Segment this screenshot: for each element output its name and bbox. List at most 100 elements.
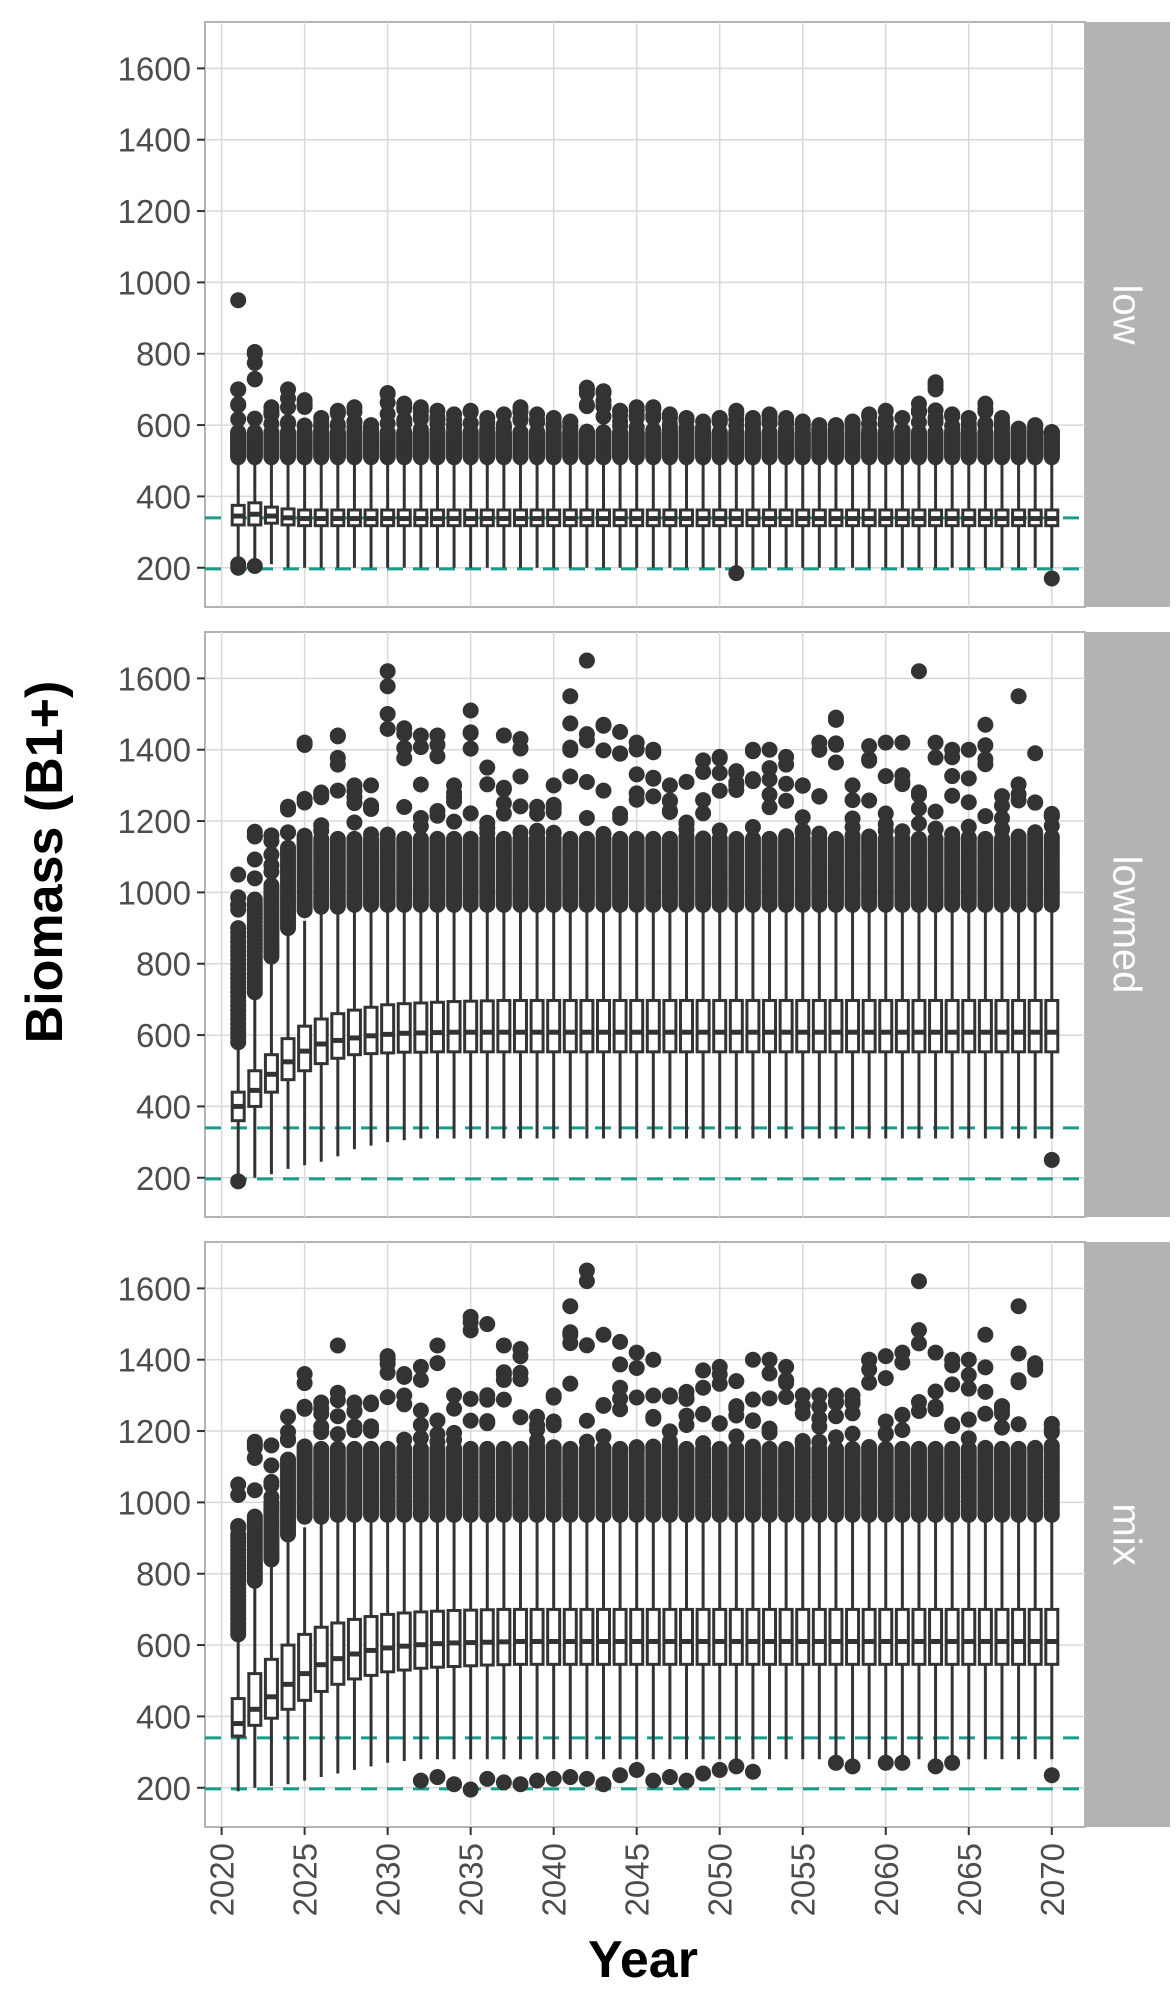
boxplot-2032 xyxy=(412,399,429,568)
box-iqr xyxy=(297,1632,313,1702)
outlier-point xyxy=(562,830,579,847)
outlier-point xyxy=(861,792,878,809)
boxplot-2045 xyxy=(628,399,645,568)
box-iqr xyxy=(512,998,528,1054)
box-iqr xyxy=(380,1003,396,1055)
boxplot-2027 xyxy=(329,402,346,568)
y-tick-label: 800 xyxy=(136,946,191,983)
outlier-point xyxy=(844,792,861,809)
boxplot-2021 xyxy=(230,381,247,568)
outlier-point xyxy=(280,1451,297,1468)
outlier-point xyxy=(728,1428,745,1445)
box-iqr xyxy=(928,998,944,1054)
boxplot-2037 xyxy=(495,406,512,568)
box-iqr xyxy=(629,998,645,1054)
outlier-point xyxy=(993,788,1010,805)
box-iqr xyxy=(313,1017,329,1066)
outlier-point xyxy=(296,392,313,409)
box-iqr xyxy=(695,998,711,1054)
outlier-point xyxy=(462,1308,479,1325)
y-tick-label: 1000 xyxy=(118,1484,191,1521)
outlier-point xyxy=(645,769,662,786)
outlier-point xyxy=(744,1351,761,1368)
outlier-point xyxy=(628,1439,645,1456)
outlier-point xyxy=(412,1429,429,1446)
outlier-point xyxy=(512,798,529,815)
outlier-point xyxy=(728,1373,745,1390)
boxplot-2047 xyxy=(661,406,678,568)
box-iqr xyxy=(496,1607,512,1667)
outlier-point xyxy=(562,413,579,430)
outlier-point xyxy=(230,292,247,309)
outlier-point xyxy=(246,1433,263,1450)
outlier-point xyxy=(910,414,927,431)
outlier-point xyxy=(927,409,944,426)
outlier-point xyxy=(562,1335,579,1352)
outlier-point xyxy=(246,823,263,840)
outlier-point xyxy=(877,768,894,785)
boxplot-2048 xyxy=(678,409,695,568)
boxplot-2025 xyxy=(296,392,313,568)
box-iqr xyxy=(911,998,927,1054)
outlier-point xyxy=(894,422,911,439)
outlier-point xyxy=(230,896,247,913)
outlier-point xyxy=(1043,424,1060,441)
box-iqr xyxy=(944,998,960,1054)
outlier-point xyxy=(230,424,247,441)
outlier-point xyxy=(711,822,728,839)
outlier-point xyxy=(529,798,546,815)
outlier-point xyxy=(495,420,512,437)
outlier-point xyxy=(562,715,579,732)
outlier-point xyxy=(462,740,479,757)
outlier-point xyxy=(246,557,263,574)
outlier-point xyxy=(313,817,330,834)
outlier-point xyxy=(462,830,479,847)
outlier-point xyxy=(844,413,861,430)
outlier-point xyxy=(827,830,844,847)
outlier-point xyxy=(844,827,861,844)
boxplot-2065 xyxy=(960,409,977,568)
box-iqr xyxy=(479,999,495,1054)
box-iqr xyxy=(529,1607,545,1666)
outlier-point xyxy=(661,1387,678,1404)
outlier-point xyxy=(944,417,961,434)
outlier-point xyxy=(329,727,346,744)
outlier-point xyxy=(811,734,828,751)
outlier-point xyxy=(230,381,247,398)
outlier-point xyxy=(246,851,263,868)
box-iqr xyxy=(645,998,661,1054)
outlier-point xyxy=(429,748,446,765)
outlier-point xyxy=(495,1440,512,1457)
boxplot-2036 xyxy=(479,409,496,568)
boxplot-2033 xyxy=(429,402,446,568)
outlier-point xyxy=(1027,417,1044,434)
box-iqr xyxy=(496,998,512,1054)
outlier-point xyxy=(363,1394,380,1411)
outlier-point xyxy=(977,737,994,754)
outlier-point xyxy=(595,1326,612,1343)
outlier-point xyxy=(396,799,413,816)
y-tick-label: 1200 xyxy=(118,1413,191,1450)
outlier-point xyxy=(363,826,380,843)
outlier-point xyxy=(246,1482,263,1499)
outlier-point xyxy=(429,1426,446,1443)
box-iqr xyxy=(280,1037,296,1082)
outlier-point xyxy=(462,702,479,719)
boxplot-2023 xyxy=(263,399,280,565)
outlier-point xyxy=(993,821,1010,838)
outlier-point xyxy=(711,1440,728,1457)
outlier-point xyxy=(313,1394,330,1411)
outlier-point xyxy=(778,1358,795,1375)
outlier-point xyxy=(578,1412,595,1429)
outlier-point xyxy=(562,688,579,705)
outlier-point xyxy=(545,824,562,841)
outlier-point xyxy=(479,759,496,776)
outlier-point xyxy=(280,839,297,856)
box-iqr xyxy=(380,1612,396,1674)
outlier-point xyxy=(761,786,778,803)
outlier-point xyxy=(628,1359,645,1376)
outlier-point xyxy=(778,421,795,438)
outlier-point xyxy=(512,1341,529,1358)
outlier-point xyxy=(429,415,446,432)
